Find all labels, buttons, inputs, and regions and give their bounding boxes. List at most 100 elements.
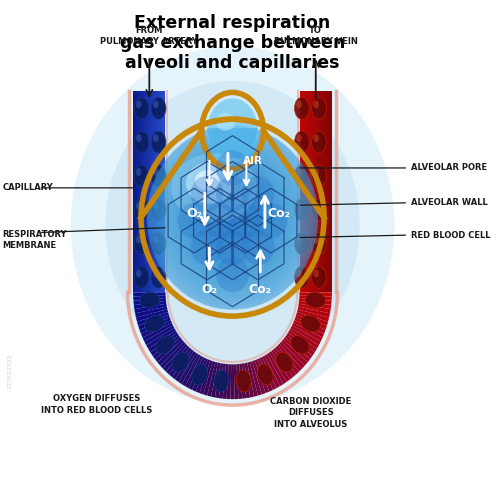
Polygon shape xyxy=(326,91,327,292)
Ellipse shape xyxy=(314,270,319,278)
Polygon shape xyxy=(285,335,312,359)
Polygon shape xyxy=(300,295,332,301)
Polygon shape xyxy=(135,306,168,318)
Circle shape xyxy=(210,194,255,242)
Polygon shape xyxy=(262,356,280,388)
Circle shape xyxy=(219,203,246,232)
Ellipse shape xyxy=(276,352,293,372)
Ellipse shape xyxy=(136,134,141,142)
Polygon shape xyxy=(200,360,213,394)
Circle shape xyxy=(154,133,311,302)
Text: TO
PULMONARY VEIN: TO PULMONARY VEIN xyxy=(274,26,357,46)
Polygon shape xyxy=(135,91,136,292)
Circle shape xyxy=(178,203,210,238)
Polygon shape xyxy=(166,346,190,374)
Polygon shape xyxy=(291,326,321,345)
Ellipse shape xyxy=(312,199,326,220)
Ellipse shape xyxy=(172,154,257,222)
Polygon shape xyxy=(322,91,323,292)
Polygon shape xyxy=(255,360,269,393)
Ellipse shape xyxy=(172,352,189,372)
Circle shape xyxy=(200,182,265,252)
Ellipse shape xyxy=(312,266,326,288)
Polygon shape xyxy=(294,318,326,334)
Polygon shape xyxy=(137,312,169,326)
Text: OXYGEN DIFFUSES
INTO RED BLOOD CELLS: OXYGEN DIFFUSES INTO RED BLOOD CELLS xyxy=(40,394,152,414)
Polygon shape xyxy=(298,304,330,314)
Polygon shape xyxy=(141,320,172,338)
Ellipse shape xyxy=(195,170,219,190)
Polygon shape xyxy=(138,91,139,292)
Circle shape xyxy=(181,162,284,273)
Ellipse shape xyxy=(156,336,174,354)
Text: External respiration: External respiration xyxy=(134,14,330,32)
Polygon shape xyxy=(316,91,318,292)
Polygon shape xyxy=(264,354,283,386)
Polygon shape xyxy=(142,91,143,292)
Circle shape xyxy=(159,138,306,297)
Polygon shape xyxy=(163,91,164,292)
Polygon shape xyxy=(182,354,201,386)
Polygon shape xyxy=(222,364,228,399)
Circle shape xyxy=(166,146,299,290)
Polygon shape xyxy=(276,346,299,374)
Polygon shape xyxy=(298,306,330,318)
Ellipse shape xyxy=(312,131,326,153)
Circle shape xyxy=(231,216,234,220)
Ellipse shape xyxy=(151,131,166,153)
Polygon shape xyxy=(141,91,142,292)
Polygon shape xyxy=(315,91,316,292)
Ellipse shape xyxy=(314,100,319,108)
Circle shape xyxy=(220,205,244,231)
Circle shape xyxy=(192,174,274,262)
Polygon shape xyxy=(297,310,329,322)
Polygon shape xyxy=(305,91,306,292)
Circle shape xyxy=(190,172,276,264)
Circle shape xyxy=(183,164,282,271)
Circle shape xyxy=(164,144,301,292)
Circle shape xyxy=(216,256,249,292)
Text: 127612532: 127612532 xyxy=(7,354,12,389)
Polygon shape xyxy=(306,91,307,292)
Circle shape xyxy=(148,128,316,308)
Circle shape xyxy=(147,126,318,310)
Ellipse shape xyxy=(314,168,319,176)
Polygon shape xyxy=(144,326,174,345)
Polygon shape xyxy=(324,91,326,292)
Polygon shape xyxy=(152,91,154,292)
Text: CARBON DIOXIDE
DIFFUSES
INTO ALVEOLUS: CARBON DIOXIDE DIFFUSES INTO ALVEOLUS xyxy=(270,396,351,428)
Polygon shape xyxy=(330,91,331,292)
Polygon shape xyxy=(150,91,151,292)
Polygon shape xyxy=(154,91,155,292)
Polygon shape xyxy=(328,91,330,292)
Polygon shape xyxy=(278,344,302,371)
Polygon shape xyxy=(302,91,303,292)
Circle shape xyxy=(176,157,289,278)
Polygon shape xyxy=(234,364,238,399)
Ellipse shape xyxy=(314,236,319,244)
Ellipse shape xyxy=(106,81,360,370)
Polygon shape xyxy=(188,357,206,390)
Circle shape xyxy=(186,168,278,268)
Circle shape xyxy=(214,198,252,238)
Circle shape xyxy=(184,166,280,269)
Polygon shape xyxy=(327,91,328,292)
Polygon shape xyxy=(318,91,319,292)
Circle shape xyxy=(193,176,272,260)
Circle shape xyxy=(158,136,308,298)
Polygon shape xyxy=(156,91,158,292)
Circle shape xyxy=(242,230,274,266)
Polygon shape xyxy=(215,363,223,398)
Polygon shape xyxy=(283,338,310,362)
Ellipse shape xyxy=(136,202,141,209)
Circle shape xyxy=(203,203,236,238)
Polygon shape xyxy=(133,295,166,301)
Ellipse shape xyxy=(144,315,165,332)
Ellipse shape xyxy=(294,165,310,187)
Polygon shape xyxy=(155,338,182,362)
Polygon shape xyxy=(148,330,177,352)
Polygon shape xyxy=(300,292,332,296)
Polygon shape xyxy=(311,91,312,292)
Ellipse shape xyxy=(314,134,319,142)
Polygon shape xyxy=(236,364,242,399)
